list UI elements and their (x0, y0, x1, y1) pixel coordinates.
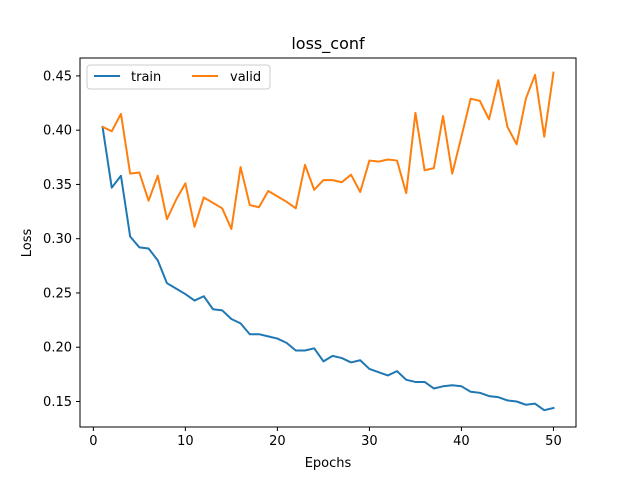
legend-box (86, 64, 271, 90)
legend-label-train: train (131, 70, 161, 85)
y-tick-label: 0.15 (43, 395, 72, 410)
series-line-valid (101, 71, 555, 230)
y-tick-label: 0.25 (43, 286, 72, 301)
y-tick-label: 0.30 (43, 232, 72, 247)
x-tick-label: 40 (453, 434, 470, 449)
x-tick-label: 30 (361, 434, 378, 449)
y-tick-label: 0.35 (43, 178, 72, 193)
y-tick-label: 0.20 (43, 341, 72, 356)
x-tick-label: 20 (269, 434, 286, 449)
x-axis: 0 10 20 30 40 50 (89, 427, 562, 449)
x-tick-label: 0 (89, 434, 97, 449)
y-tick-label: 0.40 (43, 124, 72, 139)
y-axis-label: Loss (20, 229, 35, 258)
x-tick-label: 50 (545, 434, 562, 449)
x-axis-label: Epochs (305, 456, 352, 471)
y-tick-label: 0.45 (43, 69, 72, 84)
y-axis: 0.15 0.20 0.25 0.30 0.35 0.40 0.45 (43, 69, 80, 410)
chart-title: loss_conf (291, 34, 365, 54)
series-line-train (101, 125, 555, 412)
x-tick-label: 10 (177, 434, 194, 449)
series-layer (101, 71, 555, 412)
legend: train valid (86, 64, 271, 90)
plot-frame (79, 57, 577, 428)
legend-label-valid: valid (230, 70, 261, 85)
